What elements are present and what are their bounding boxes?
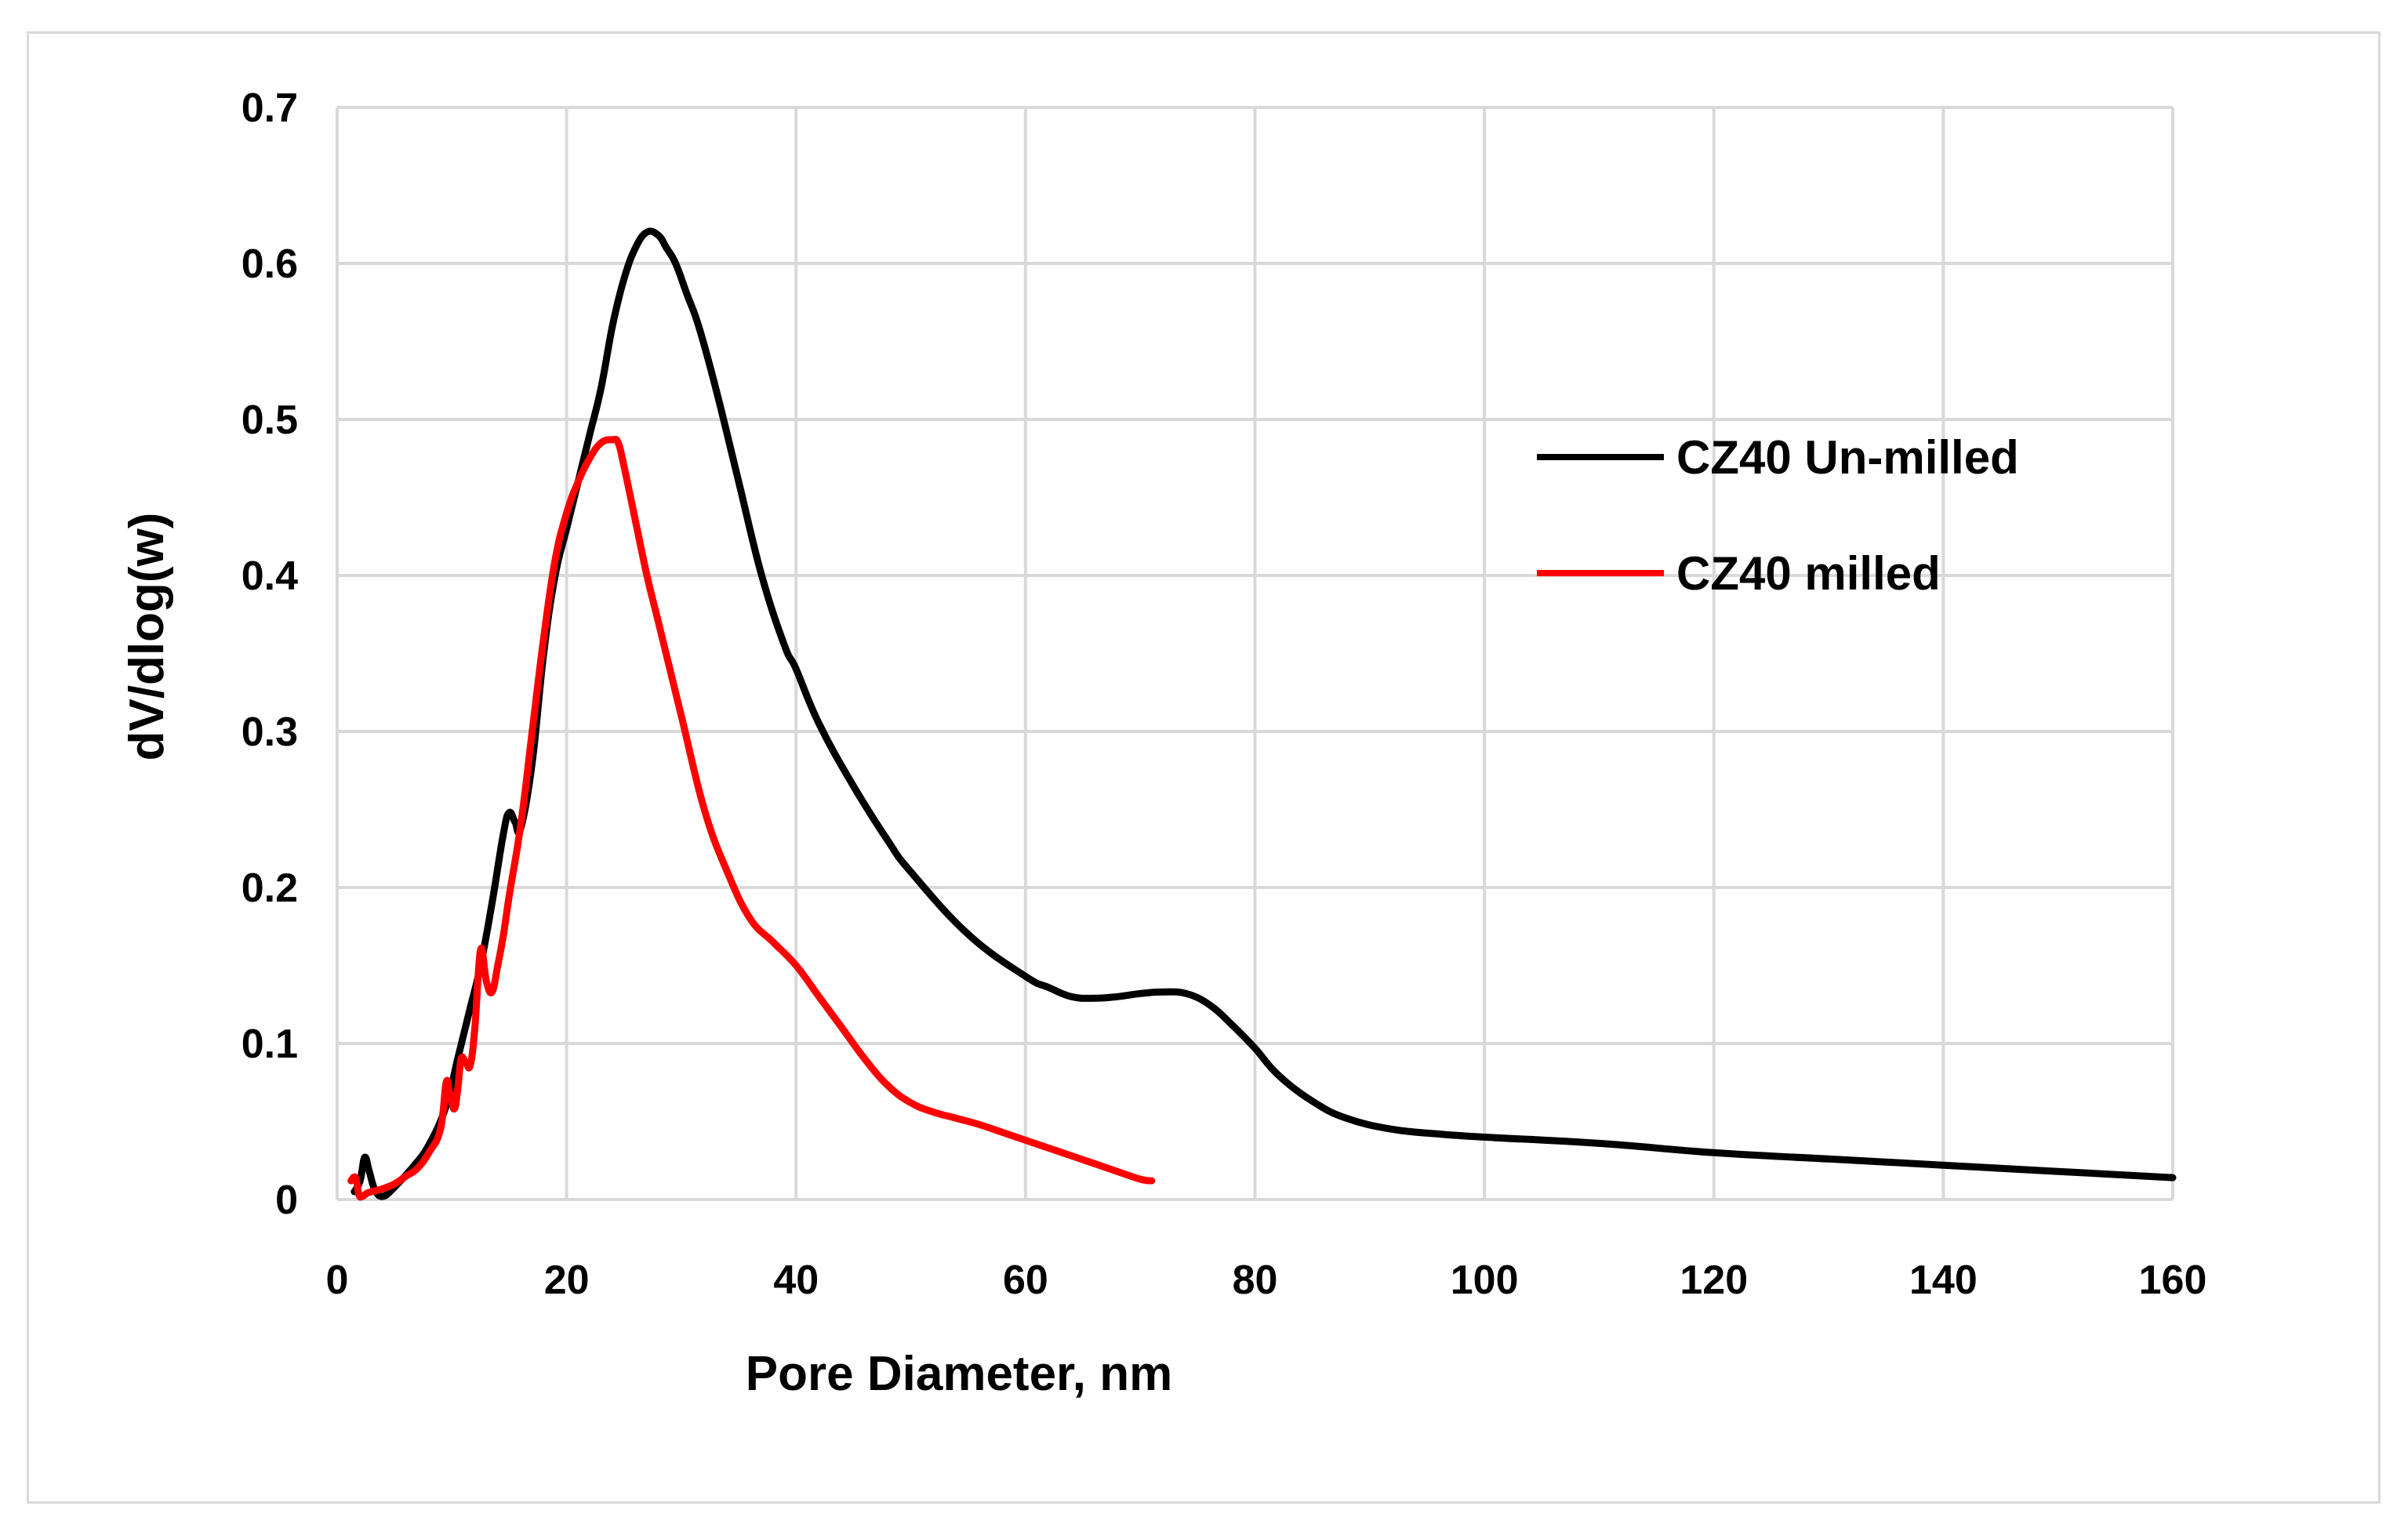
x-tick-label: 60 (1003, 1258, 1048, 1303)
axes (336, 107, 2173, 1201)
y-axis-title: dV/dlog(w) (120, 513, 174, 761)
x-tick-label: 40 (773, 1258, 819, 1303)
series-lines (347, 227, 2177, 1201)
gridlines (337, 106, 2174, 1200)
x-tick-label: 140 (1909, 1258, 1978, 1303)
y-tick-label: 0.7 (242, 85, 298, 131)
y-tick-label: 0.1 (242, 1022, 298, 1067)
series-line-un-milled (350, 227, 2177, 1200)
x-tick-label: 120 (1680, 1258, 1748, 1303)
x-tick-label: 0 (326, 1258, 349, 1303)
series-line-milled (347, 435, 1156, 1201)
x-axis-title: Pore Diameter, nm (746, 1347, 1172, 1401)
x-tick-label: 100 (1451, 1258, 1519, 1303)
x-tick-label: 80 (1233, 1258, 1278, 1303)
legend-label-un-milled: CZ40 Un-milled (1676, 431, 2019, 484)
tick-labels: 0 0.1 0.2 0.3 0.4 0.5 0.6 0.7 0 20 40 60 80 100 120 140… (242, 85, 2207, 1303)
y-tick-label: 0.4 (242, 553, 298, 599)
y-tick-label: 0.3 (242, 710, 298, 755)
y-tick-label: 0.5 (242, 397, 298, 443)
y-tick-label: 0.6 (242, 241, 298, 287)
chart-frame (27, 31, 2381, 1504)
y-tick-label: 0 (275, 1178, 298, 1223)
x-tick-label: 20 (544, 1258, 590, 1303)
legend-label-milled: CZ40 milled (1676, 547, 1941, 600)
y-tick-label: 0.2 (242, 866, 298, 911)
legend: CZ40 Un-milled CZ40 milled (1537, 431, 2019, 600)
x-tick-label: 160 (2139, 1258, 2207, 1303)
